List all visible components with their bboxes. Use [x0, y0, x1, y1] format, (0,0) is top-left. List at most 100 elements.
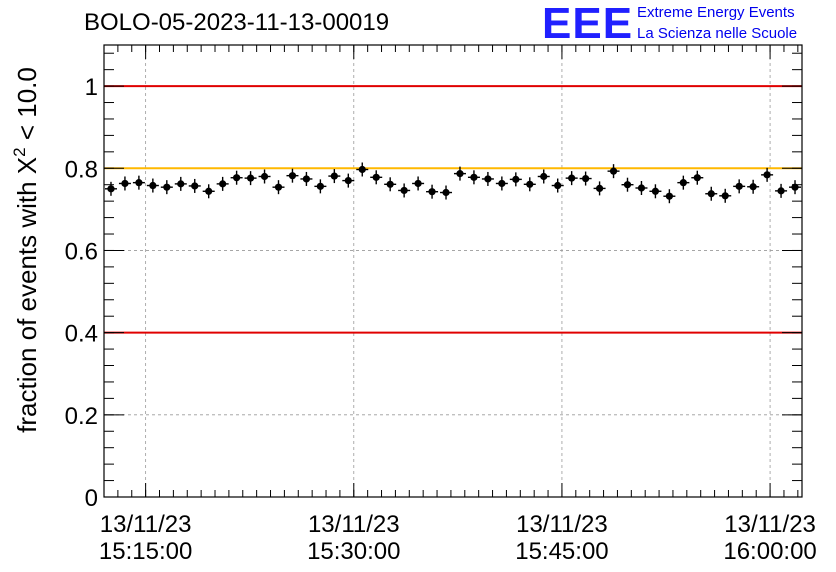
data-point	[481, 171, 494, 186]
point-marker	[484, 175, 492, 183]
data-point	[761, 167, 774, 182]
y-tick-label: 0.8	[65, 156, 98, 183]
point-marker	[526, 180, 534, 188]
point-marker	[233, 174, 241, 182]
data-point	[118, 176, 131, 191]
y-tick-label: 0	[85, 485, 98, 512]
data-point	[719, 188, 732, 203]
data-point	[677, 175, 690, 190]
point-marker	[791, 183, 799, 191]
data-point	[384, 177, 397, 192]
point-marker	[177, 180, 185, 188]
data-point	[286, 168, 299, 183]
data-point	[649, 184, 662, 199]
point-marker	[163, 183, 171, 191]
point-marker	[498, 179, 506, 188]
point-marker	[386, 180, 394, 188]
x-tick-date-label: 13/11/23	[724, 511, 816, 538]
point-marker	[149, 181, 157, 190]
point-marker	[554, 181, 562, 190]
x-tick-time-label: 15:15:00	[99, 538, 192, 565]
point-marker	[456, 170, 464, 178]
axis-ticks	[103, 45, 802, 498]
data-point	[188, 178, 201, 193]
y-tick-label: 0.2	[65, 403, 98, 430]
point-marker	[274, 183, 283, 191]
x-tick-time-label: 15:45:00	[515, 538, 608, 565]
data-point	[244, 171, 257, 186]
x-tick-date-label: 13/11/23	[516, 511, 608, 538]
point-marker	[344, 177, 352, 185]
point-marker	[288, 172, 297, 180]
data-point	[453, 166, 466, 181]
chart-title: BOLO-05-2023-11-13-00019	[84, 9, 390, 36]
data-point	[775, 183, 788, 198]
data-point	[579, 171, 592, 186]
point-marker	[707, 190, 715, 198]
point-marker	[595, 184, 604, 193]
point-marker	[428, 188, 436, 196]
data-point	[593, 181, 606, 196]
x-tick-time-label: 16:00:00	[723, 538, 816, 565]
y-tick-label: 1	[85, 74, 98, 101]
data-point	[789, 180, 802, 195]
point-marker	[637, 184, 646, 192]
point-marker	[260, 172, 269, 181]
point-marker	[540, 172, 548, 181]
data-point	[621, 177, 634, 192]
data-point	[495, 176, 508, 191]
data-point	[537, 169, 550, 184]
data-point	[342, 173, 355, 188]
data-point	[230, 170, 243, 185]
data-point	[635, 180, 648, 195]
point-marker	[623, 181, 632, 189]
point-marker	[330, 172, 338, 180]
point-marker	[414, 179, 422, 188]
data-point	[733, 179, 746, 194]
data-point	[104, 181, 117, 196]
data-point	[509, 172, 522, 187]
point-marker	[442, 188, 450, 197]
plot-frame	[103, 44, 803, 498]
data-point	[328, 169, 341, 184]
data-point	[300, 171, 313, 186]
point-marker	[749, 183, 757, 191]
point-marker	[721, 192, 729, 200]
logo-line-1: Extreme Energy Events	[637, 4, 795, 21]
data-point	[146, 178, 159, 193]
data-point	[272, 180, 285, 195]
point-marker	[121, 179, 129, 188]
data-point	[216, 176, 229, 191]
point-marker	[372, 173, 380, 181]
data-point	[551, 178, 564, 193]
point-marker	[219, 180, 227, 188]
point-marker	[246, 174, 255, 182]
y-tick-label: 0.6	[65, 238, 98, 265]
data-points	[104, 162, 802, 204]
point-marker	[302, 175, 311, 183]
data-point	[663, 189, 676, 204]
data-point	[314, 179, 327, 194]
point-marker	[763, 171, 771, 179]
logo-mark: EEE	[542, 0, 634, 48]
point-marker	[316, 182, 324, 190]
axis-labels: 00.20.40.60.8113/11/2315:15:0013/11/2315…	[65, 74, 817, 565]
data-point	[607, 164, 620, 179]
data-point	[412, 176, 425, 191]
point-marker	[512, 175, 520, 183]
data-point	[565, 171, 578, 186]
data-point	[398, 183, 411, 198]
x-tick-date-label: 13/11/23	[100, 511, 192, 538]
data-point	[523, 177, 536, 192]
point-marker	[735, 182, 743, 190]
data-point	[705, 186, 718, 201]
data-point	[370, 170, 383, 185]
point-marker	[693, 174, 701, 182]
data-point	[202, 184, 215, 199]
y-tick-label: 0.4	[65, 321, 98, 348]
point-marker	[191, 182, 199, 190]
point-marker	[358, 165, 366, 174]
eee-logo: EEE Extreme Energy Events La Scienza nel…	[542, 2, 834, 48]
point-marker	[665, 192, 673, 200]
grid	[104, 45, 802, 498]
